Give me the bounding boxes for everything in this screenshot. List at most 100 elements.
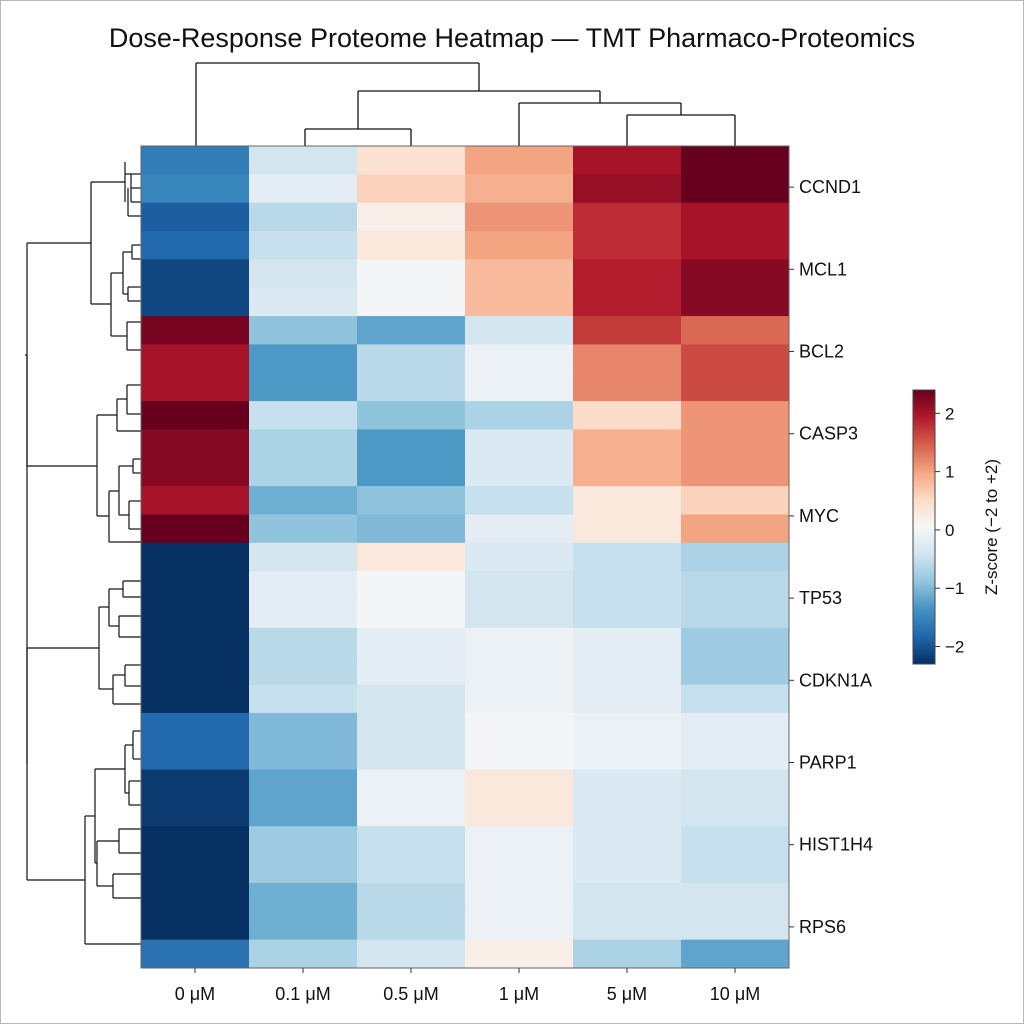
heatmap-cell <box>573 911 682 941</box>
heatmap-cell <box>465 542 574 572</box>
heatmap-cell <box>141 911 250 941</box>
heatmap-cell <box>141 571 250 601</box>
heatmap-cell <box>573 656 682 686</box>
heatmap-cell <box>141 542 250 572</box>
heatmap-cell <box>357 401 466 430</box>
colorbar-tick-label: −1 <box>945 579 964 598</box>
heatmap-cell <box>465 287 574 317</box>
heatmap-cell <box>465 174 574 204</box>
heatmap-cell <box>249 514 358 544</box>
heatmap-cell <box>465 882 574 912</box>
heatmap-cell <box>681 712 790 742</box>
heatmap-cell <box>141 627 250 657</box>
heatmap-cell <box>249 231 358 260</box>
heatmap-cell <box>573 372 682 402</box>
heatmap-cell <box>141 797 250 827</box>
heatmap-cell <box>249 259 358 289</box>
heatmap-cell <box>681 571 790 601</box>
heatmap-cell <box>141 259 250 289</box>
heatmap-cell <box>573 259 682 289</box>
heatmap-cell <box>249 712 358 742</box>
heatmap-cell <box>249 316 358 345</box>
heatmap-cell <box>465 656 574 686</box>
heatmap-cell <box>465 684 574 714</box>
heatmap-cell <box>573 712 682 742</box>
heatmap-cell <box>357 939 466 969</box>
heatmap-cell <box>573 344 682 374</box>
colorbar-tick-label: 0 <box>945 521 954 540</box>
colorbar-tick-label: 2 <box>945 404 954 423</box>
heatmap-cell <box>465 627 574 657</box>
heatmap-cell <box>141 202 250 232</box>
heatmap-cell <box>357 854 466 884</box>
heatmap-cell <box>141 882 250 912</box>
heatmap-cell <box>357 429 466 459</box>
heatmap-cell <box>465 429 574 459</box>
heatmap-cell <box>249 457 358 487</box>
heatmap-cell <box>573 599 682 629</box>
heatmap-cell <box>465 316 574 345</box>
heatmap-cell <box>681 316 790 345</box>
heatmap-cell <box>465 259 574 289</box>
heatmap-cell <box>357 514 466 544</box>
heatmap-cell <box>141 656 250 686</box>
heatmap-cell <box>141 457 250 487</box>
heatmap-cell <box>357 712 466 742</box>
heatmap-cell <box>573 542 682 572</box>
heatmap-cell <box>357 627 466 657</box>
heatmap-border <box>140 145 790 969</box>
heatmap-cell <box>681 202 790 232</box>
heatmap-cell <box>573 741 682 771</box>
heatmap-cell <box>141 287 250 317</box>
heatmap-cell <box>141 826 250 856</box>
heatmap-cell <box>465 457 574 487</box>
heatmap-cell <box>141 174 250 204</box>
heatmap-cell <box>357 571 466 601</box>
heatmap-cell <box>573 571 682 601</box>
colorbar-gradient <box>912 389 936 665</box>
x-tick-label: 5 μM <box>607 984 647 1004</box>
heatmap-cell <box>573 316 682 345</box>
heatmap-cell <box>465 401 574 430</box>
heatmap-cell <box>357 287 466 317</box>
heatmap-cell <box>249 769 358 799</box>
heatmap-cell <box>681 429 790 459</box>
heatmap-cell <box>249 401 358 430</box>
heatmap-cell <box>573 797 682 827</box>
heatmap-cell <box>573 231 682 260</box>
heatmap-cell <box>681 401 790 430</box>
heatmap-cell <box>357 372 466 402</box>
heatmap-cell <box>249 854 358 884</box>
heatmap-cell <box>141 684 250 714</box>
heatmap-cell <box>681 344 790 374</box>
y-tick-label: CASP3 <box>799 424 858 444</box>
heatmap-cell <box>357 797 466 827</box>
heatmap-cell <box>681 542 790 572</box>
heatmap-cell <box>249 599 358 629</box>
heatmap-cell <box>681 514 790 544</box>
heatmap-cell <box>357 656 466 686</box>
heatmap-cell <box>357 486 466 515</box>
heatmap-cell <box>249 344 358 374</box>
x-tick-label: 0.5 μM <box>383 984 438 1004</box>
heatmap-cell <box>357 542 466 572</box>
heatmap-cell <box>681 854 790 884</box>
heatmap-cell <box>465 854 574 884</box>
heatmap-cell <box>249 656 358 686</box>
y-tick-label: RPS6 <box>799 917 846 937</box>
column-dendrogram <box>195 62 736 146</box>
x-tick-label: 10 μM <box>710 984 760 1004</box>
heatmap-cell <box>573 429 682 459</box>
y-tick-label: HIST1H4 <box>799 835 873 855</box>
heatmap-cell <box>141 401 250 430</box>
heatmap-cell <box>141 344 250 374</box>
heatmap-cell <box>249 826 358 856</box>
heatmap-cell <box>357 826 466 856</box>
heatmap-cell <box>249 542 358 572</box>
heatmap-cell <box>681 769 790 799</box>
heatmap-cell <box>573 684 682 714</box>
heatmap-cell <box>249 571 358 601</box>
heatmap-cell <box>249 202 358 232</box>
heatmap-cell <box>465 599 574 629</box>
x-tick-label: 1 μM <box>499 984 539 1004</box>
